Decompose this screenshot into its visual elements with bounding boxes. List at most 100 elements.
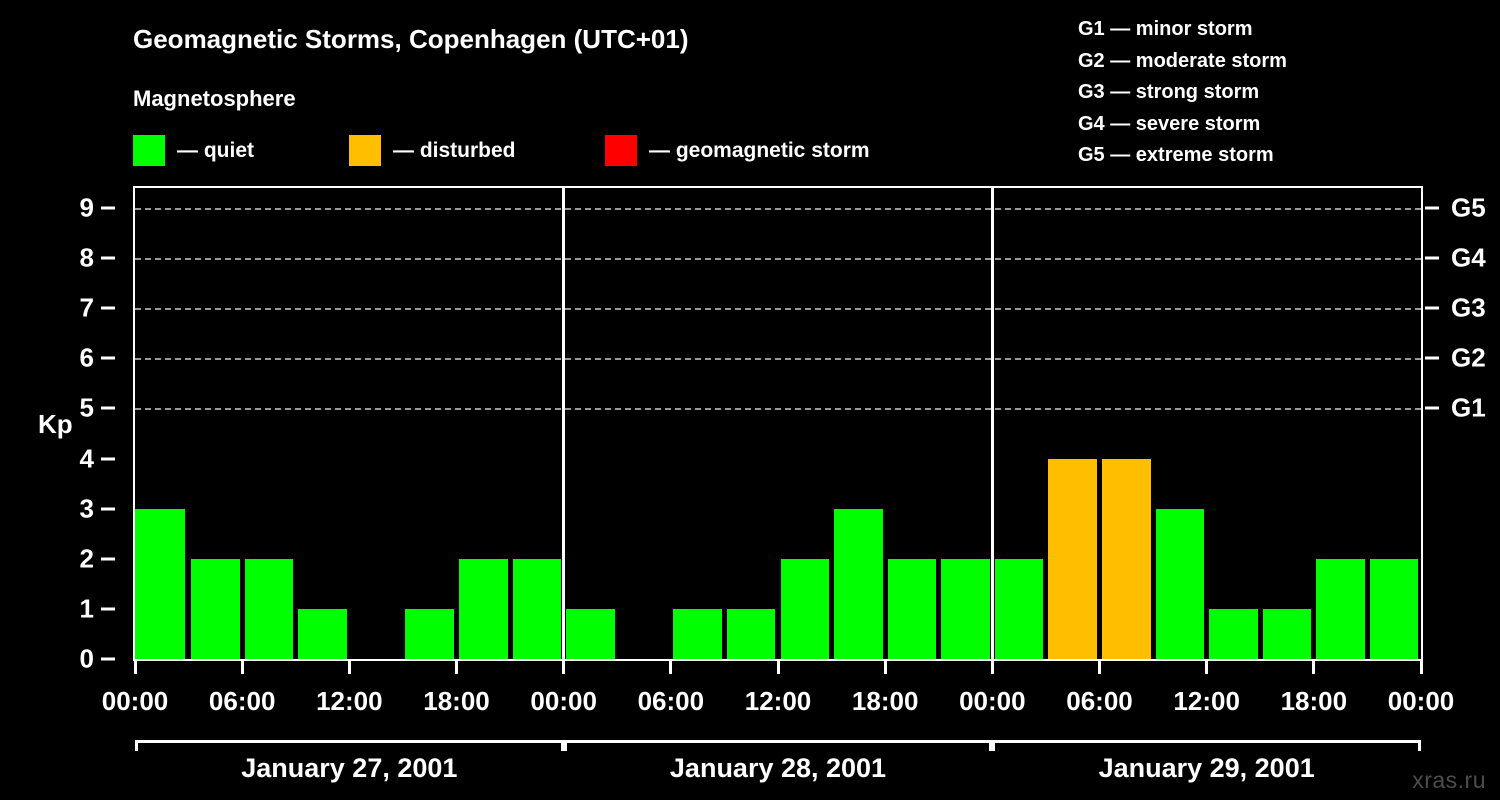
- x-tick-label-3: 18:00: [423, 686, 490, 716]
- g-tick-mark-G1: [1425, 406, 1439, 410]
- bar: [1316, 558, 1365, 659]
- g-reference-line-3: G3 — strong storm: [1078, 81, 1260, 103]
- x-tick-mark-9: [1098, 661, 1101, 674]
- x-tick-label-5: 06:00: [637, 686, 705, 716]
- g-tick-label-G2: G2: [1451, 342, 1486, 373]
- legend-item-geomagnetic-storm[interactable]: — geomagnetic storm: [605, 134, 870, 166]
- bar: [834, 508, 883, 659]
- y-tick-mark-5: [101, 406, 115, 410]
- x-tick-label-6: 12:00: [744, 686, 812, 716]
- y-tick-label-1: 1: [79, 593, 94, 624]
- bar: [1102, 458, 1151, 659]
- x-tick-mark-7: [883, 661, 887, 674]
- g-tick-label-G5: G5: [1451, 192, 1486, 223]
- x-tick-label-9: 06:00: [1066, 686, 1133, 716]
- bar: [405, 608, 454, 659]
- y-tick-mark-7: [101, 306, 115, 310]
- y-tick-label-4: 4: [79, 443, 94, 474]
- g-reference-line-2: G2 — moderate storm: [1078, 49, 1287, 72]
- bar: [1048, 458, 1097, 659]
- bar: [298, 608, 347, 659]
- x-tick-mark-8: [990, 661, 994, 674]
- plot-area: [133, 186, 1423, 661]
- x-tick-mark-4: [562, 661, 566, 674]
- bar: [726, 608, 776, 659]
- y-tick-mark-4: [101, 457, 115, 461]
- bar: [135, 508, 186, 659]
- g-tick-mark-G3: [1425, 306, 1439, 310]
- bar: [512, 558, 562, 659]
- legend-label-geomagnetic-storm: — geomagnetic storm: [649, 138, 870, 162]
- g-scale-reference: G1 — minor storm G2 — moderate storm G3 — …: [1078, 14, 1287, 172]
- bar: [941, 558, 990, 659]
- g-reference-line-4: G4 — severe storm: [1078, 112, 1261, 135]
- legend-label-quiet: — quiet: [177, 138, 254, 162]
- x-tick-label-12: 00:00: [1387, 686, 1455, 716]
- y-axis: 0 1 2 3 4 5 6 7 8 9: [0, 186, 128, 674]
- bar: [1155, 508, 1205, 659]
- x-tick-label-0: 00:00: [101, 686, 169, 716]
- bar: [1369, 558, 1419, 659]
- day-bracket-2: [563, 740, 993, 751]
- y-tick-mark-9: [101, 206, 115, 210]
- bar: [673, 608, 722, 659]
- bar: [780, 558, 830, 659]
- x-tick-mark-6: [776, 661, 780, 674]
- y-tick-mark-2: [101, 557, 115, 561]
- bar: [566, 608, 615, 659]
- y-tick-label-5: 5: [79, 392, 94, 423]
- legend-swatch-disturbed: [349, 134, 381, 166]
- y-tick-label-3: 3: [79, 493, 94, 524]
- bar: [887, 558, 937, 659]
- day-labels: January 27, 2001 January 28, 2001 January …: [0, 753, 1500, 793]
- bar: [244, 558, 294, 659]
- y-tick-label-6: 6: [79, 342, 94, 373]
- chart-subtitle: Magnetosphere: [133, 86, 296, 111]
- y-tick-mark-0: [101, 657, 115, 661]
- x-tick-mark-3: [455, 661, 458, 674]
- x-tick-mark-0: [133, 661, 137, 674]
- g-scale-axis: G1 G2 G3 G4 G5: [1425, 186, 1500, 661]
- day-label-1: January 27, 2001: [241, 753, 458, 783]
- y-tick-mark-6: [101, 356, 115, 360]
- x-tick-mark-10: [1205, 661, 1209, 674]
- x-tick-label-4: 00:00: [530, 686, 597, 716]
- day-label-3: January 29, 2001: [1098, 753, 1315, 783]
- y-tick-mark-8: [101, 256, 115, 260]
- gridline-kp-9: [135, 208, 1421, 211]
- x-tick-label-10: 12:00: [1173, 686, 1240, 716]
- watermark: xras.ru: [1412, 767, 1486, 793]
- y-tick-label-0: 0: [79, 643, 94, 674]
- day-separator-2: [990, 188, 994, 659]
- bar: [1262, 608, 1312, 659]
- y-tick-mark-1: [101, 607, 115, 611]
- y-tick-mark-3: [101, 507, 115, 511]
- x-tick-mark-12: [1419, 661, 1423, 674]
- x-axis-labels: 00:00 06:00 12:00 18:00 00:00 06:00 12:00 18:00…: [0, 686, 1500, 720]
- x-tick-label-11: 18:00: [1280, 686, 1348, 716]
- x-tick-label-7: 18:00: [851, 686, 919, 716]
- x-tick-label-2: 12:00: [316, 686, 383, 716]
- x-tick-mark-1: [240, 661, 244, 674]
- legend-item-quiet[interactable]: — quiet: [133, 134, 254, 166]
- gridline-kp-5: [135, 408, 1421, 411]
- g-tick-label-G4: G4: [1451, 242, 1486, 273]
- g-reference-line-5: G5 — extreme storm: [1078, 144, 1274, 166]
- y-tick-label-9: 9: [79, 192, 94, 223]
- x-tick-label-1: 06:00: [208, 686, 276, 716]
- g-tick-label-G3: G3: [1451, 292, 1486, 323]
- y-axis-title: Kp: [38, 409, 73, 439]
- legend-swatch-geomagnetic-storm: [605, 134, 637, 166]
- bar: [459, 558, 508, 659]
- g-reference-line-1: G1 — minor storm: [1078, 18, 1253, 40]
- x-tick-mark-2: [347, 661, 351, 674]
- y-tick-label-8: 8: [79, 242, 94, 273]
- day-bracket-3: [992, 740, 1421, 751]
- gridline-kp-7: [135, 308, 1421, 311]
- day-separator-1: [562, 188, 566, 659]
- g-tick-mark-G5: [1425, 206, 1439, 210]
- gridline-kp-6: [135, 358, 1421, 361]
- page-title: Geomagnetic Storms, Copenhagen (UTC+01): [133, 24, 689, 54]
- y-tick-label-2: 2: [79, 543, 94, 574]
- legend-item-disturbed[interactable]: — disturbed: [349, 134, 516, 166]
